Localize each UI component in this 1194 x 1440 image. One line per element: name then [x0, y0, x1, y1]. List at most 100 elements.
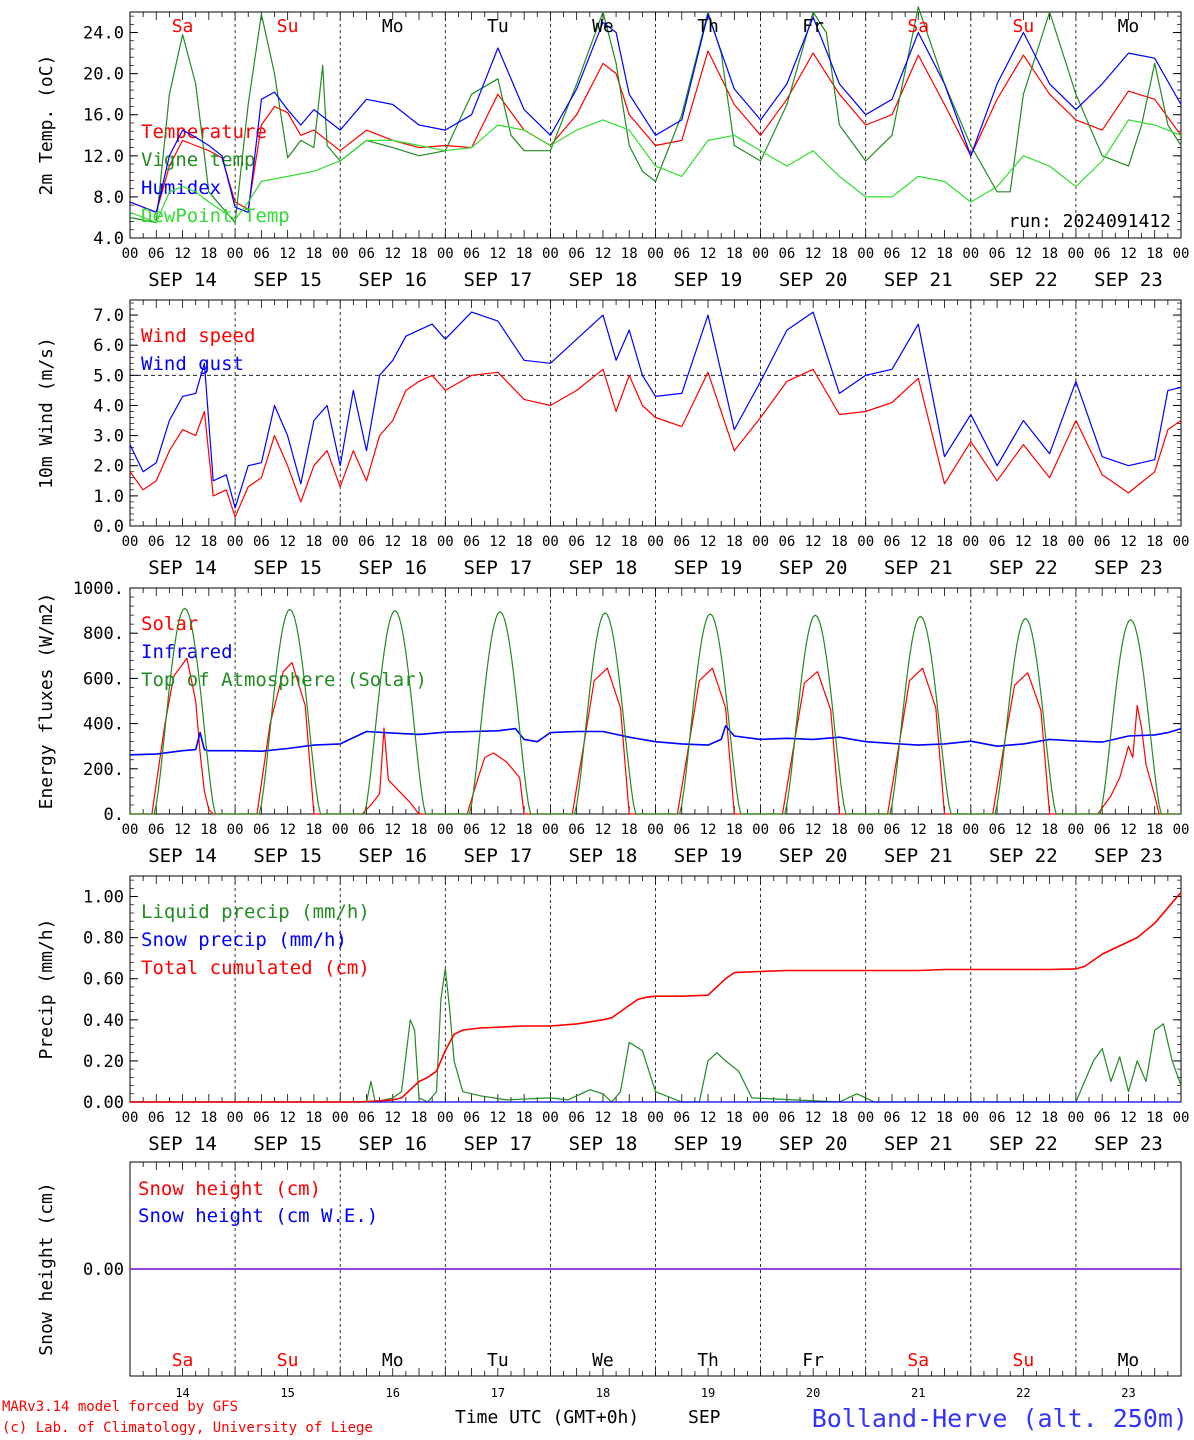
y-tick-label: 200.: [83, 760, 124, 780]
legend-entry: DewPoint Temp: [141, 205, 290, 227]
hour-label: 18: [411, 822, 428, 838]
hour-label: 18: [411, 1110, 428, 1126]
hour-label: 00: [1173, 246, 1190, 262]
series-solar: [130, 657, 1181, 815]
day-label: SEP 17: [464, 845, 533, 867]
hour-label: 00: [227, 822, 244, 838]
hour-label: 12: [910, 1110, 927, 1126]
weekday-label: Mo: [1118, 16, 1140, 37]
hour-label: 18: [305, 1110, 322, 1126]
series-infrared: [129, 725, 1182, 756]
hour-label: 06: [148, 246, 165, 262]
weekday-label: Sa: [907, 16, 929, 37]
hour-label: 06: [358, 534, 375, 550]
hour-label: 12: [595, 534, 612, 550]
series-dewpoint-temp: [129, 119, 1182, 224]
hour-label: 12: [384, 822, 401, 838]
hour-label: 18: [516, 246, 533, 262]
hour-label: 12: [279, 1110, 296, 1126]
hour-label: 18: [726, 1110, 743, 1126]
hour-label: 00: [332, 1110, 349, 1126]
hour-label: 18: [1146, 822, 1163, 838]
day-label: SEP 20: [779, 269, 848, 291]
day-number-label: 18: [596, 1386, 610, 1400]
weekday-label: Tu: [487, 16, 509, 37]
hour-label: 18: [200, 246, 217, 262]
legend-entry: Snow precip (mm/h): [141, 929, 347, 951]
hour-label: 06: [463, 534, 480, 550]
hour-label: 12: [279, 822, 296, 838]
weekday-label: Su: [277, 1350, 299, 1371]
hour-label: 18: [831, 534, 848, 550]
weekday-label: Su: [277, 16, 299, 37]
y-tick-label: 8.0: [93, 188, 124, 208]
day-number-label: 23: [1121, 1386, 1135, 1400]
hour-label: 00: [437, 534, 454, 550]
day-label: SEP 20: [779, 845, 848, 867]
legend-entry: Top of Atmosphere (Solar): [141, 669, 427, 691]
hour-label: 06: [568, 822, 585, 838]
hour-label: 00: [752, 246, 769, 262]
hour-label: 06: [253, 1110, 270, 1126]
hour-label: 06: [884, 534, 901, 550]
legend-entry: Wind speed: [141, 325, 255, 347]
y-axis-label: Precip (mm/h): [36, 919, 57, 1060]
y-tick-label: 1.00: [83, 888, 124, 908]
series-vigne-temp: [129, 6, 1182, 224]
hour-label: 18: [621, 534, 638, 550]
hour-label: 18: [305, 246, 322, 262]
hour-label: 00: [542, 822, 559, 838]
y-tick-label: 4.0: [93, 229, 124, 249]
hour-label: 06: [778, 1110, 795, 1126]
hour-label: 00: [857, 246, 874, 262]
weekday-label: Su: [1013, 16, 1035, 37]
day-number-label: 15: [280, 1386, 294, 1400]
legend-entry: Humidex: [141, 177, 221, 199]
y-tick-label: 400.: [83, 715, 124, 735]
hour-label: 12: [489, 1110, 506, 1126]
y-tick-label: 4.0: [93, 396, 124, 416]
hour-label: 00: [122, 1110, 139, 1126]
day-number-label: 17: [491, 1386, 505, 1400]
hour-label: 18: [1041, 822, 1058, 838]
hour-label: 00: [122, 246, 139, 262]
series-humidex: [129, 13, 1182, 213]
day-label: SEP 22: [989, 557, 1058, 579]
hour-label: 12: [805, 246, 822, 262]
hour-label: 12: [910, 534, 927, 550]
hour-label: 00: [647, 246, 664, 262]
day-label: SEP 23: [1094, 1133, 1163, 1155]
hour-label: 00: [647, 534, 664, 550]
legend-entry: Liquid precip (mm/h): [141, 901, 370, 923]
y-tick-label: 7.0: [93, 306, 124, 326]
hour-label: 06: [673, 1110, 690, 1126]
legend-entry: Total cumulated (cm): [141, 957, 370, 979]
hour-label: 00: [542, 534, 559, 550]
hour-label: 18: [305, 822, 322, 838]
hour-label: 12: [1015, 822, 1032, 838]
credit-line-1: MARv3.14 model forced by GFS: [2, 1399, 238, 1415]
day-label: SEP 18: [569, 845, 638, 867]
day-label: SEP 18: [569, 557, 638, 579]
hour-label: 12: [595, 822, 612, 838]
hour-label: 00: [1067, 534, 1084, 550]
hour-label: 18: [1146, 246, 1163, 262]
day-label: SEP 15: [253, 1133, 322, 1155]
hour-label: 00: [962, 1110, 979, 1126]
hour-label: 00: [332, 246, 349, 262]
y-tick-label: 2.0: [93, 457, 124, 477]
hour-label: 00: [752, 534, 769, 550]
day-label: SEP 15: [253, 557, 322, 579]
hour-label: 18: [831, 1110, 848, 1126]
weekday-label: Su: [1013, 1350, 1035, 1371]
hour-label: 06: [463, 1110, 480, 1126]
hour-label: 18: [200, 1110, 217, 1126]
hour-label: 12: [805, 1110, 822, 1126]
hour-label: 06: [1094, 822, 1111, 838]
hour-label: 12: [1120, 246, 1137, 262]
day-label: SEP 20: [779, 1133, 848, 1155]
day-label: SEP 16: [358, 1133, 427, 1155]
y-tick-label: 0.40: [83, 1011, 124, 1031]
day-number-label: 16: [386, 1386, 400, 1400]
hour-label: 00: [647, 822, 664, 838]
